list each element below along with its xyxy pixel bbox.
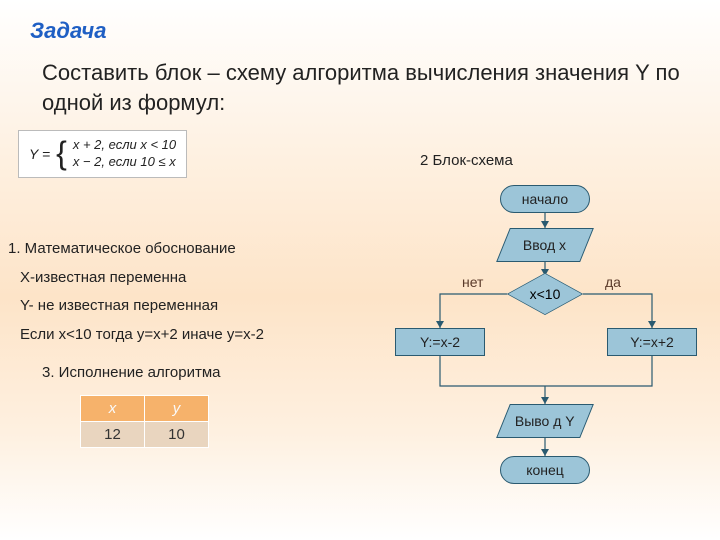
table-header-x: x [81,396,145,422]
execution-title: 3. Исполнение алгоритма [42,364,220,381]
node-process-right: Y:=x+2 [607,328,697,356]
brace-icon: { [56,139,67,168]
node-decision: x<10 [505,276,585,312]
node-process-left: Y:=x-2 [395,328,485,356]
node-input: Ввод x [496,228,594,262]
table-cell-x: 12 [81,422,145,448]
math-line-1: Х-известная переменна [20,264,264,293]
formula-lhs: Y = [29,146,50,162]
math-heading: 1. Математическое обоснование [8,235,264,264]
page-title: Задача [30,18,106,44]
label-no: нет [462,274,483,290]
math-justification: 1. Математическое обоснование Х-известна… [20,235,264,349]
flowchart: начало Ввод x x<10 нет да Y:=x-2 Y:=x+2 … [380,180,710,530]
label-yes: да [605,274,621,290]
formula-box: Y = { x + 2, если x < 10 x − 2, если 10 … [18,130,187,178]
execution-table: x y 12 10 [80,395,209,448]
formula-case-1: x + 2, если x < 10 [73,137,176,154]
formula-case-2: x − 2, если 10 ≤ x [73,154,176,171]
table-cell-y: 10 [145,422,209,448]
problem-statement: Составить блок – схему алгоритма вычисле… [42,58,682,117]
math-line-2: Y- не известная переменная [20,292,264,321]
node-end: конец [500,456,590,484]
math-line-3: Если x<10 тогда y=x+2 иначе y=x-2 [20,321,264,350]
node-start: начало [500,185,590,213]
table-header-y: y [145,396,209,422]
node-output: Выво д Y [496,404,594,438]
blockscheme-title: 2 Блок-схема [420,152,513,169]
